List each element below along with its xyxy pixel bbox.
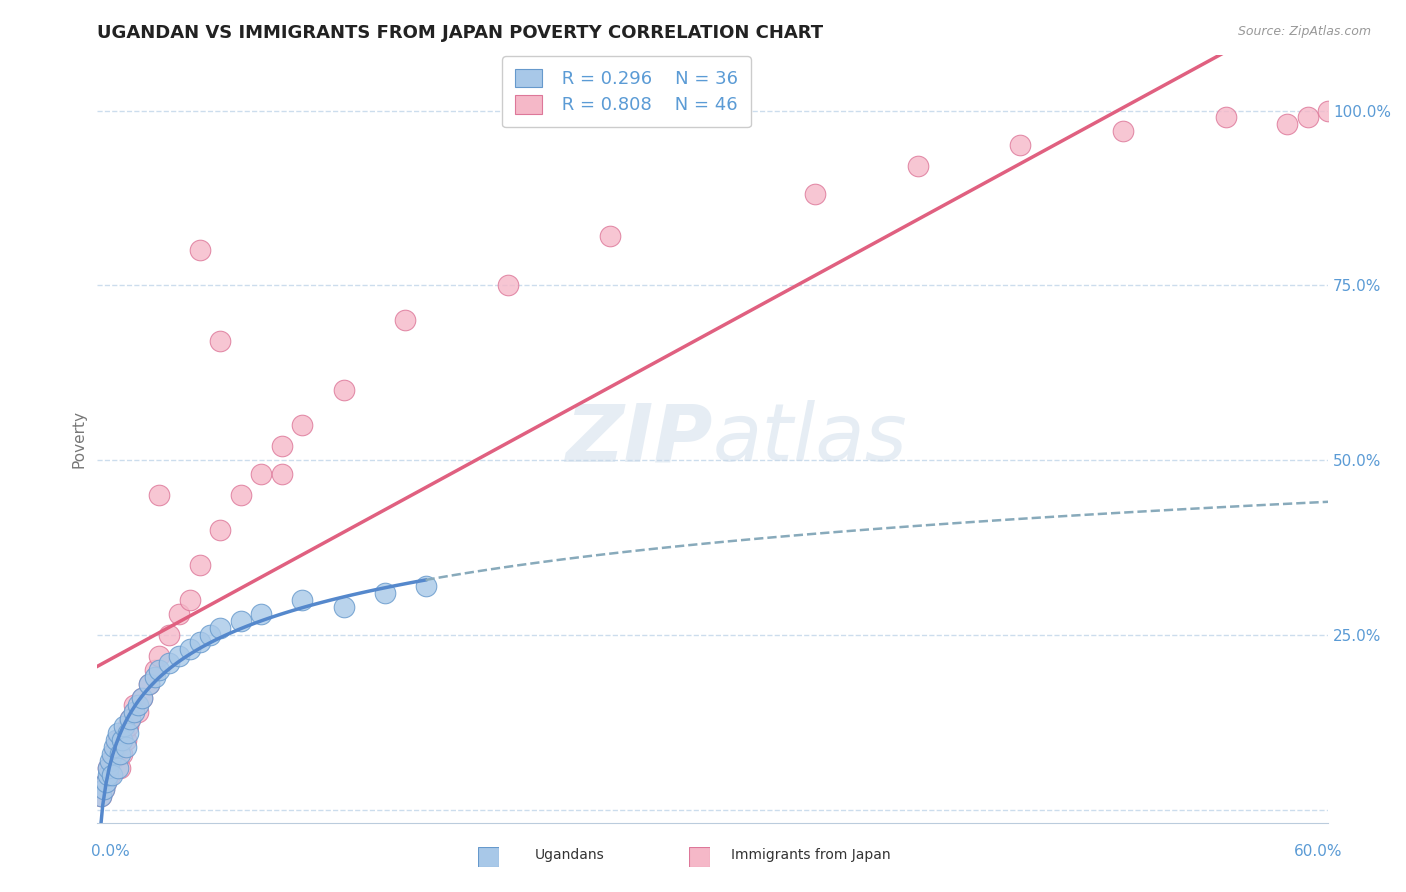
- Text: atlas: atlas: [713, 400, 907, 478]
- Point: [394, 313, 416, 327]
- Point: [148, 648, 170, 663]
- Point: [1296, 111, 1319, 125]
- Point: [108, 760, 131, 774]
- Point: [250, 607, 273, 621]
- Point: [131, 690, 153, 705]
- Point: [143, 663, 166, 677]
- Point: [94, 774, 117, 789]
- Point: [188, 634, 211, 648]
- Text: ZIP: ZIP: [565, 400, 713, 478]
- Point: [108, 747, 131, 761]
- Point: [97, 760, 120, 774]
- Point: [229, 488, 252, 502]
- Point: [415, 579, 437, 593]
- Point: [1317, 103, 1340, 118]
- Point: [1215, 111, 1237, 125]
- Text: UGANDAN VS IMMIGRANTS FROM JAPAN POVERTY CORRELATION CHART: UGANDAN VS IMMIGRANTS FROM JAPAN POVERTY…: [97, 24, 824, 42]
- Point: [157, 656, 180, 670]
- Point: [93, 781, 115, 796]
- Point: [496, 278, 519, 293]
- Point: [143, 670, 166, 684]
- Point: [111, 732, 134, 747]
- Point: [107, 760, 129, 774]
- Point: [138, 676, 160, 690]
- Point: [98, 754, 121, 768]
- Point: [804, 187, 827, 202]
- Text: Immigrants from Japan: Immigrants from Japan: [731, 847, 891, 862]
- Point: [291, 592, 314, 607]
- Point: [599, 229, 621, 244]
- Point: [148, 663, 170, 677]
- Point: [120, 712, 142, 726]
- Point: [229, 614, 252, 628]
- Point: [332, 599, 354, 614]
- Point: [111, 747, 134, 761]
- Point: [131, 690, 153, 705]
- Point: [209, 621, 232, 635]
- Point: [169, 607, 191, 621]
- Point: [179, 592, 201, 607]
- Point: [100, 747, 122, 761]
- Point: [100, 754, 122, 768]
- Point: [115, 739, 138, 754]
- Point: [104, 732, 127, 747]
- Point: [117, 718, 139, 732]
- Point: [271, 467, 294, 481]
- Point: [90, 789, 112, 803]
- Point: [332, 383, 354, 397]
- Point: [373, 586, 395, 600]
- Point: [117, 725, 139, 739]
- Point: [98, 767, 121, 781]
- Legend:  R = 0.296    N = 36,  R = 0.808    N = 46: R = 0.296 N = 36, R = 0.808 N = 46: [502, 56, 751, 128]
- Point: [103, 747, 125, 761]
- Point: [97, 760, 120, 774]
- Point: [148, 488, 170, 502]
- Y-axis label: Poverty: Poverty: [72, 410, 86, 468]
- Point: [179, 641, 201, 656]
- Text: Ugandans: Ugandans: [534, 847, 605, 862]
- Point: [93, 781, 115, 796]
- Point: [138, 676, 160, 690]
- Point: [90, 789, 112, 803]
- Point: [120, 712, 142, 726]
- Point: [103, 739, 125, 754]
- Point: [1275, 118, 1298, 132]
- Point: [291, 418, 314, 433]
- Point: [104, 739, 127, 754]
- Point: [112, 725, 135, 739]
- Point: [209, 523, 232, 537]
- Point: [115, 732, 138, 747]
- Point: [188, 558, 211, 572]
- Point: [107, 725, 129, 739]
- Text: 60.0%: 60.0%: [1295, 845, 1343, 859]
- Point: [1112, 124, 1135, 138]
- Point: [250, 467, 273, 481]
- Text: 0.0%: 0.0%: [91, 845, 131, 859]
- Point: [100, 767, 122, 781]
- Text: Source: ZipAtlas.com: Source: ZipAtlas.com: [1237, 25, 1371, 38]
- Point: [127, 705, 149, 719]
- Point: [124, 705, 146, 719]
- Point: [157, 628, 180, 642]
- Point: [94, 774, 117, 789]
- Point: [271, 439, 294, 453]
- Point: [907, 160, 929, 174]
- Point: [198, 628, 221, 642]
- Point: [188, 244, 211, 258]
- Point: [107, 732, 129, 747]
- Point: [127, 698, 149, 712]
- Point: [112, 718, 135, 732]
- Point: [124, 698, 146, 712]
- Point: [169, 648, 191, 663]
- Point: [209, 334, 232, 348]
- Point: [1010, 138, 1032, 153]
- Point: [97, 767, 120, 781]
